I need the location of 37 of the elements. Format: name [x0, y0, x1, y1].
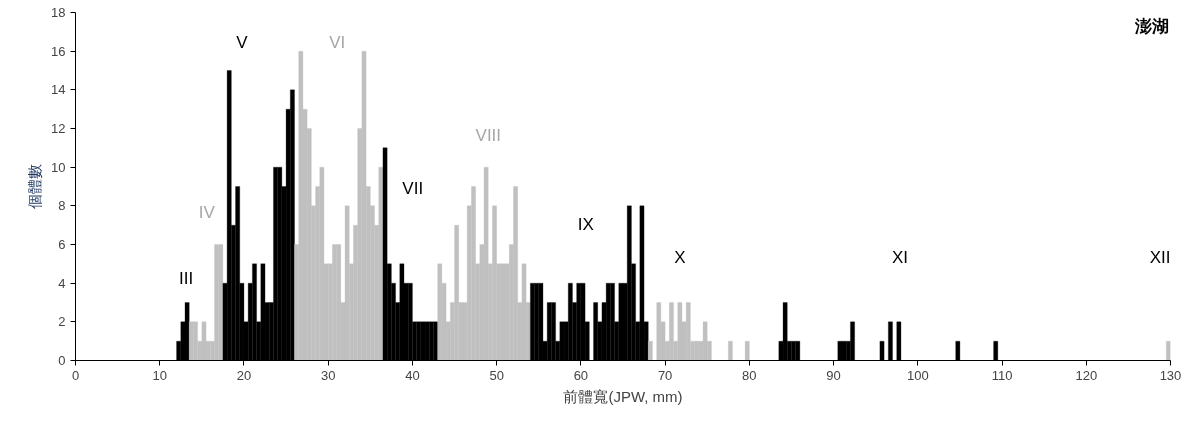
x-tick-label: 20: [236, 367, 252, 383]
annotation: VII: [402, 178, 424, 198]
x-tick-label: 120: [1075, 367, 1098, 383]
y-tick-label: 0: [58, 353, 66, 368]
annotation: IX: [577, 215, 594, 235]
x-tick-label: 30: [320, 367, 336, 383]
y-tick-label: 18: [51, 5, 66, 20]
annotation: VI: [329, 32, 346, 52]
annotation: V: [236, 32, 249, 52]
annotation: X: [674, 247, 686, 267]
annotation: XII: [1149, 247, 1171, 267]
y-tick-label: 14: [51, 82, 66, 98]
y-tick-label: 2: [58, 314, 66, 330]
x-axis-title: 前體寬(JPW, mm): [563, 387, 683, 405]
x-tick-label: 10: [152, 367, 167, 383]
y-axis-title: 個體數: [26, 164, 44, 209]
y-tick-label: 8: [58, 198, 66, 214]
annotation: 澎湖: [1133, 16, 1169, 36]
y-tick-label: 10: [51, 159, 66, 175]
y-tick-label: 16: [51, 43, 66, 59]
x-tick-label: 100: [906, 367, 929, 383]
x-tick-label: 80: [742, 367, 757, 383]
annotation: IV: [198, 202, 216, 222]
x-tick-label: 70: [657, 367, 673, 383]
x-tick-label: 50: [489, 367, 504, 383]
x-tick-label: 0: [71, 367, 80, 383]
annotation: VIII: [475, 125, 502, 145]
x-tick-label: 60: [573, 367, 589, 383]
y-tick-label: 12: [51, 121, 66, 136]
y-tick-label: 6: [58, 237, 66, 252]
x-tick-label: 40: [405, 367, 420, 383]
annotation: XI: [892, 247, 909, 267]
x-tick-label: 130: [1159, 367, 1182, 383]
annotation: III: [179, 268, 194, 288]
x-tick-label: 110: [991, 367, 1013, 383]
y-tick-label: 4: [58, 275, 66, 291]
x-tick-label: 90: [826, 367, 841, 383]
